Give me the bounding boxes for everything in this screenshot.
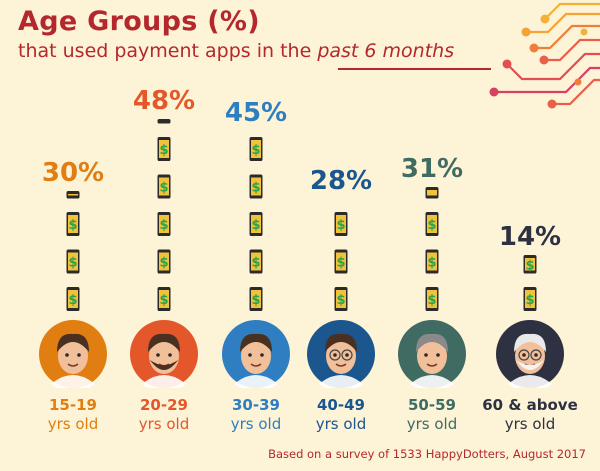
category-label-line2: yrs old — [407, 415, 458, 433]
phone-dollar-icon: $ — [66, 249, 80, 274]
chart-title: Age Groups (%) — [18, 6, 260, 37]
category-label-line1: 40-49 — [317, 396, 365, 414]
phone-dollar-icon: $ — [249, 212, 263, 236]
value-label: 31% — [401, 154, 463, 184]
svg-text:$: $ — [336, 218, 345, 233]
svg-text:$: $ — [525, 293, 534, 308]
category-label-line1: 50-59 — [408, 396, 456, 414]
svg-text:$: $ — [251, 256, 260, 271]
chart-subtitle: that used payment apps in the past 6 mon… — [18, 40, 454, 62]
category-label-line2: yrs old — [505, 415, 556, 433]
svg-text:$: $ — [525, 258, 534, 273]
svg-text:$: $ — [336, 293, 345, 308]
phone-dollar-icon — [66, 191, 80, 199]
phone-dollar-icon: $ — [249, 249, 263, 274]
phone-dollar-icon: $ — [249, 287, 263, 311]
phone-dollar-icon: $ — [425, 287, 439, 311]
value-label: 28% — [310, 166, 372, 196]
avatar-icon — [398, 320, 466, 388]
category-label-line1: 20-29 — [140, 396, 188, 414]
phone-dollar-icon: $ — [157, 212, 171, 236]
subtitle-prefix: that used payment apps in the — [18, 40, 312, 62]
subtitle-emphasis: past 6 months — [317, 40, 455, 62]
svg-text:$: $ — [159, 256, 168, 271]
svg-text:$: $ — [336, 256, 345, 271]
category-label-line1: 60 & above — [482, 396, 578, 414]
phone-dollar-icon — [425, 187, 439, 199]
phone-dollar-icon: $ — [157, 137, 171, 161]
phone-dollar-icon: $ — [157, 287, 171, 311]
svg-text:$: $ — [251, 143, 260, 158]
phone-dollar-icon: $ — [523, 255, 537, 274]
category-label-line2: yrs old — [48, 415, 99, 433]
phone-dollar-icon: $ — [157, 174, 171, 199]
svg-text:$: $ — [159, 218, 168, 233]
phone-dollar-icon: $ — [425, 249, 439, 274]
phone-dollar-icon: $ — [425, 212, 439, 236]
phone-dollar-icon: $ — [66, 287, 80, 311]
svg-text:$: $ — [427, 218, 436, 233]
bar-2: $ $ $ $ $ — [157, 119, 171, 311]
bar-3: $ $ $ $ $ — [249, 137, 263, 311]
value-label: 14% — [499, 222, 561, 252]
avatar-icon — [496, 320, 564, 388]
phone-dollar-icon: $ — [334, 249, 348, 274]
subtitle-underline — [338, 68, 491, 70]
category-label-line2: yrs old — [231, 415, 282, 433]
category-label-line1: 30-39 — [232, 396, 280, 414]
value-label: 48% — [133, 86, 195, 116]
bar-1: $ $ $ — [66, 191, 80, 311]
category-label-line2: yrs old — [139, 415, 190, 433]
phone-dollar-icon: $ — [334, 287, 348, 311]
phone-dollar-icon — [157, 119, 171, 124]
category-label-line2: yrs old — [316, 415, 367, 433]
svg-text:$: $ — [68, 256, 77, 271]
svg-text:$: $ — [251, 218, 260, 233]
bar-6: $$ — [523, 255, 537, 311]
svg-text:$: $ — [251, 293, 260, 308]
svg-text:$: $ — [427, 256, 436, 271]
svg-text:$: $ — [251, 181, 260, 196]
avatar-icon — [39, 320, 107, 388]
value-label: 45% — [225, 98, 287, 128]
avatar-icon — [130, 320, 198, 388]
svg-text:$: $ — [68, 218, 77, 233]
svg-text:$: $ — [427, 293, 436, 308]
phone-dollar-icon: $ — [523, 287, 537, 311]
svg-text:$: $ — [159, 143, 168, 158]
svg-text:$: $ — [68, 293, 77, 308]
phone-dollar-icon: $ — [249, 137, 263, 161]
svg-text:$: $ — [159, 293, 168, 308]
bar-4: $ $ $ — [334, 212, 348, 311]
value-label: 30% — [42, 158, 104, 188]
phone-dollar-icon: $ — [249, 174, 263, 199]
category-label-line1: 15-19 — [49, 396, 97, 414]
avatar-icon — [307, 320, 375, 388]
footnote: Based on a survey of 1533 HappyDotters, … — [268, 447, 586, 461]
phone-dollar-icon: $ — [334, 212, 348, 236]
avatar-icon — [222, 320, 290, 388]
bar-5: $ $ $ — [425, 187, 439, 311]
phone-dollar-icon: $ — [66, 212, 80, 236]
phone-dollar-icon: $ — [157, 249, 171, 274]
svg-text:$: $ — [159, 181, 168, 196]
